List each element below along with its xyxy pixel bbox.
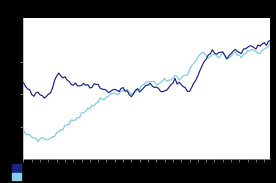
Bar — [12, 173, 21, 180]
Bar — [12, 164, 21, 172]
